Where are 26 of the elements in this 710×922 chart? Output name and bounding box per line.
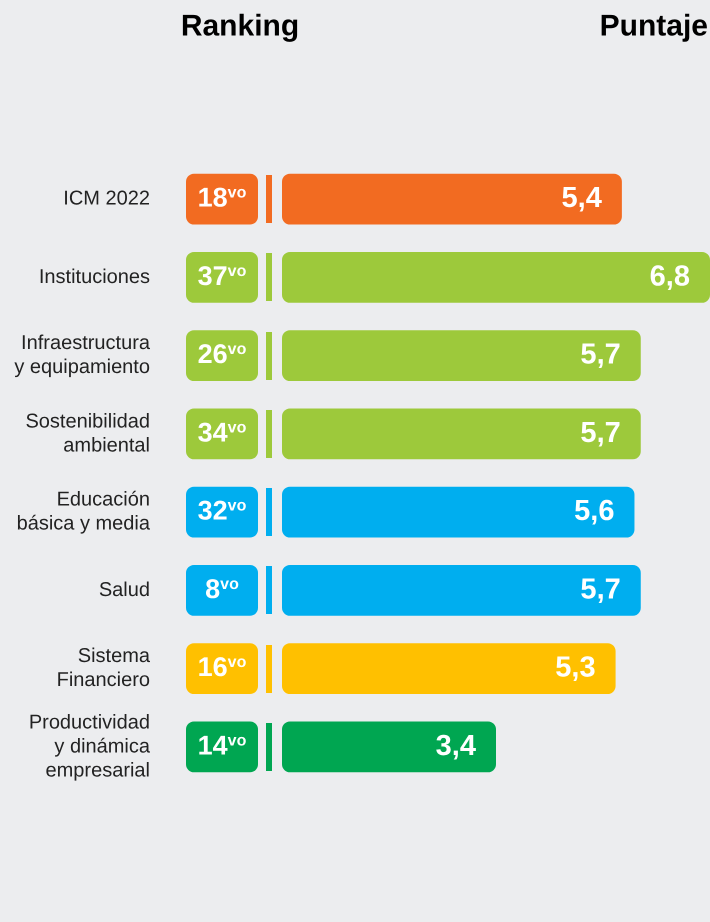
text: Puntaje [600,9,708,42]
data-label: 5,3 [555,652,596,684]
y-tick-label: Infraestructura y equipamiento [14,332,151,378]
bar [282,564,641,616]
y-tick-label: Sistema Financiero [56,645,151,692]
bar [282,486,634,538]
y-tick-label: Sostenibilidad ambiental [25,410,150,456]
data-label: 5,4 [562,182,602,214]
y-tick-label: Educación básica y media [16,488,151,535]
y-tick-label: Salud [98,578,150,601]
data-label: 6,8 [650,260,690,292]
text: Ranking [180,9,300,42]
data-label: 5,6 [574,495,614,528]
bar [282,721,496,772]
bar [282,408,641,460]
bar [282,330,641,382]
data-label: 3,4 [436,730,476,762]
bar [282,174,622,225]
data-label: 5,7 [580,338,621,371]
data-label: 5,7 [580,573,621,606]
data-label: 5,7 [580,416,621,449]
y-tick-label: ICM 2022 [63,188,150,210]
bar [282,643,616,694]
y-tick-label: Productividad y dinámica empresarial [28,711,151,782]
y-tick-label: Instituciones [38,266,150,288]
bar [282,252,710,303]
